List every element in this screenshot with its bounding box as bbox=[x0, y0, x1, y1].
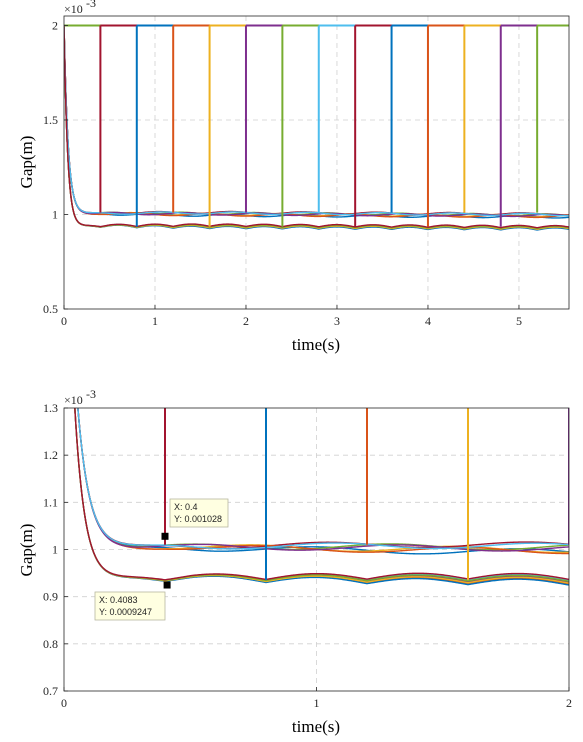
series-line bbox=[77, 408, 569, 552]
bottom-exponent-base: ×10 bbox=[64, 393, 83, 407]
y-tick-label: 1.1 bbox=[43, 495, 58, 509]
top-axes-box bbox=[63, 15, 570, 310]
datatip-lower-box bbox=[94, 591, 166, 621]
series-line bbox=[74, 408, 569, 581]
datatip-lower-marker bbox=[163, 581, 171, 589]
series-line bbox=[64, 25, 569, 217]
bottom-exponent-power: -3 bbox=[86, 387, 96, 401]
x-tick-label: 2 bbox=[243, 314, 249, 328]
y-tick-label: 0.5 bbox=[43, 302, 58, 316]
y-tick-label: 2 bbox=[52, 18, 58, 32]
bottom-y-ticks: 0.7 0.8 0.9 1 1.1 1.2 1.3 bbox=[43, 401, 68, 698]
y-tick-label: 1 bbox=[52, 207, 58, 221]
datatip-upper[interactable]: X: 0.4 Y: 0.001028 bbox=[161, 498, 229, 540]
x-tick-label: 2 bbox=[566, 696, 572, 710]
datatip-upper-x: X: 0.4 bbox=[174, 502, 198, 512]
x-tick-label: 1 bbox=[314, 696, 320, 710]
top-plot-area bbox=[64, 16, 569, 309]
datatip-lower-x: X: 0.4083 bbox=[99, 595, 138, 605]
datatip-lower[interactable]: X: 0.4083 Y: 0.0009247 bbox=[94, 581, 171, 621]
x-tick-label: 5 bbox=[516, 314, 522, 328]
series-line bbox=[77, 408, 569, 550]
bottom-chart: 0 1 2 0.7 0.8 0.9 1 1.1 1.2 1.3 ×10 -3 time(s) G… bbox=[17, 387, 572, 736]
x-tick-label: 0 bbox=[61, 696, 67, 710]
bottom-y-label: Gap(m) bbox=[17, 524, 36, 577]
y-tick-label: 0.8 bbox=[43, 637, 58, 651]
top-y-ticks: 0.5 1 1.5 2 bbox=[43, 18, 68, 316]
top-chart: 0 1 2 3 4 5 0.5 1 1.5 2 ×10 -3 time(s) Gap(m) bbox=[17, 0, 570, 354]
datatip-upper-y: Y: 0.001028 bbox=[174, 514, 222, 524]
y-tick-label: 1.2 bbox=[43, 448, 58, 462]
top-x-label: time(s) bbox=[292, 335, 340, 354]
y-tick-label: 0.9 bbox=[43, 590, 58, 604]
x-tick-label: 0 bbox=[61, 314, 67, 328]
x-tick-label: 1 bbox=[152, 314, 158, 328]
top-exponent-base: ×10 bbox=[64, 2, 83, 16]
y-tick-label: 1 bbox=[52, 543, 58, 557]
x-tick-label: 4 bbox=[425, 314, 431, 328]
top-x-ticks: 0 1 2 3 4 5 bbox=[61, 305, 522, 328]
datatip-lower-y: Y: 0.0009247 bbox=[99, 607, 152, 617]
datatip-upper-box bbox=[169, 498, 229, 528]
bottom-x-label: time(s) bbox=[292, 717, 340, 736]
y-tick-label: 1.5 bbox=[43, 113, 58, 127]
series-line bbox=[64, 25, 569, 218]
top-series-lines bbox=[64, 24, 569, 231]
x-tick-label: 3 bbox=[334, 314, 340, 328]
bottom-x-ticks: 0 1 2 bbox=[61, 687, 572, 710]
top-y-label: Gap(m) bbox=[17, 136, 36, 189]
series-line bbox=[64, 25, 569, 229]
bottom-series-lines bbox=[74, 408, 569, 586]
datatip-upper-marker bbox=[161, 532, 169, 540]
y-tick-label: 1.3 bbox=[43, 401, 58, 415]
y-tick-label: 0.7 bbox=[43, 684, 58, 698]
top-exponent-power: -3 bbox=[86, 0, 96, 10]
